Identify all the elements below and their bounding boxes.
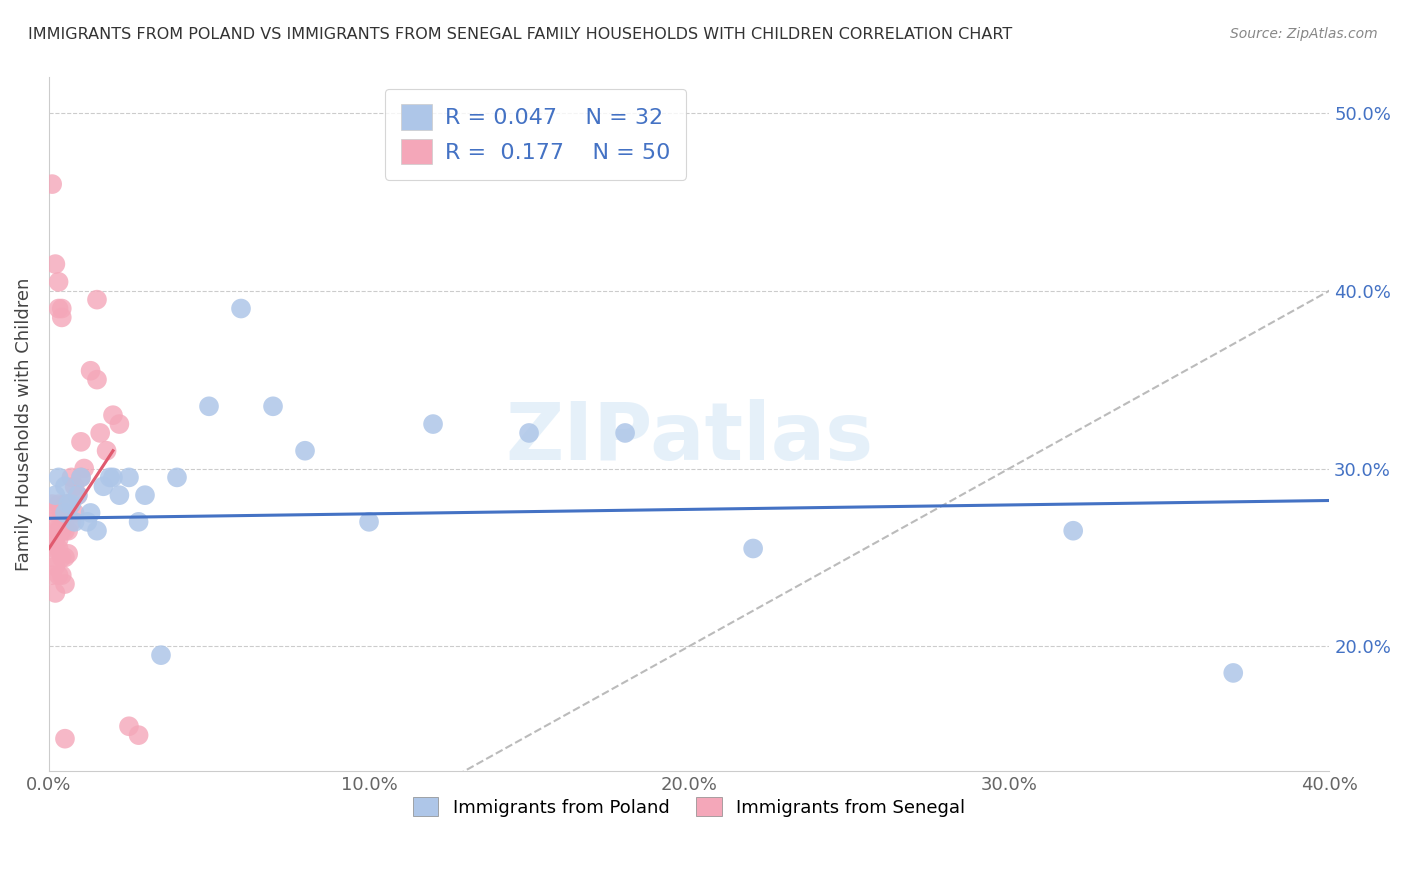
Point [614,425,637,440]
Point [44,586,66,600]
Point [53,550,76,565]
Point [86,524,108,538]
Point [63,515,86,529]
Point [51,301,73,316]
Point [422,417,444,431]
Point [56,497,79,511]
Point [357,515,380,529]
Point [41,515,63,529]
Point [128,728,150,742]
Point [93,479,115,493]
Point [98,470,121,484]
Point [48,301,70,316]
Point [294,443,316,458]
Point [108,488,131,502]
Point [128,515,150,529]
Point [53,731,76,746]
Point [134,488,156,502]
Point [56,547,79,561]
Point [51,550,73,565]
Point [48,275,70,289]
Point [51,506,73,520]
Point [70,470,93,484]
Point [79,506,101,520]
Point [48,524,70,538]
Text: ZIPatlas: ZIPatlas [505,399,873,477]
Point [53,524,76,538]
Point [60,470,83,484]
Point [198,399,221,413]
Point [1062,524,1084,538]
Point [48,568,70,582]
Point [44,533,66,547]
Point [66,488,89,502]
Point [166,470,188,484]
Point [51,524,73,538]
Y-axis label: Family Households with Children: Family Households with Children [15,277,32,571]
Point [1222,665,1244,680]
Point [60,515,83,529]
Point [118,719,141,733]
Point [86,373,108,387]
Point [86,293,108,307]
Point [56,524,79,538]
Point [150,648,173,662]
Point [48,470,70,484]
Point [48,533,70,547]
Point [76,515,98,529]
Point [60,497,83,511]
Point [48,541,70,556]
Point [89,425,111,440]
Point [51,310,73,325]
Point [70,434,93,449]
Point [108,417,131,431]
Point [63,479,86,493]
Point [48,497,70,511]
Point [742,541,765,556]
Point [56,497,79,511]
Point [96,443,118,458]
Point [44,524,66,538]
Point [517,425,540,440]
Point [70,470,93,484]
Point [118,470,141,484]
Point [101,408,124,422]
Point [53,497,76,511]
Point [79,364,101,378]
Point [66,488,89,502]
Point [73,461,96,475]
Point [53,506,76,520]
Legend: Immigrants from Poland, Immigrants from Senegal: Immigrants from Poland, Immigrants from … [406,790,973,824]
Point [51,568,73,582]
Point [44,559,66,574]
Text: Source: ZipAtlas.com: Source: ZipAtlas.com [1230,27,1378,41]
Point [229,301,252,316]
Text: IMMIGRANTS FROM POLAND VS IMMIGRANTS FROM SENEGAL FAMILY HOUSEHOLDS WITH CHILDRE: IMMIGRANTS FROM POLAND VS IMMIGRANTS FRO… [28,27,1012,42]
Point [262,399,284,413]
Point [44,541,66,556]
Point [41,497,63,511]
Point [44,257,66,271]
Point [63,506,86,520]
Point [101,470,124,484]
Point [41,177,63,191]
Point [53,479,76,493]
Point [44,488,66,502]
Point [41,568,63,582]
Point [44,506,66,520]
Point [53,577,76,591]
Point [41,550,63,565]
